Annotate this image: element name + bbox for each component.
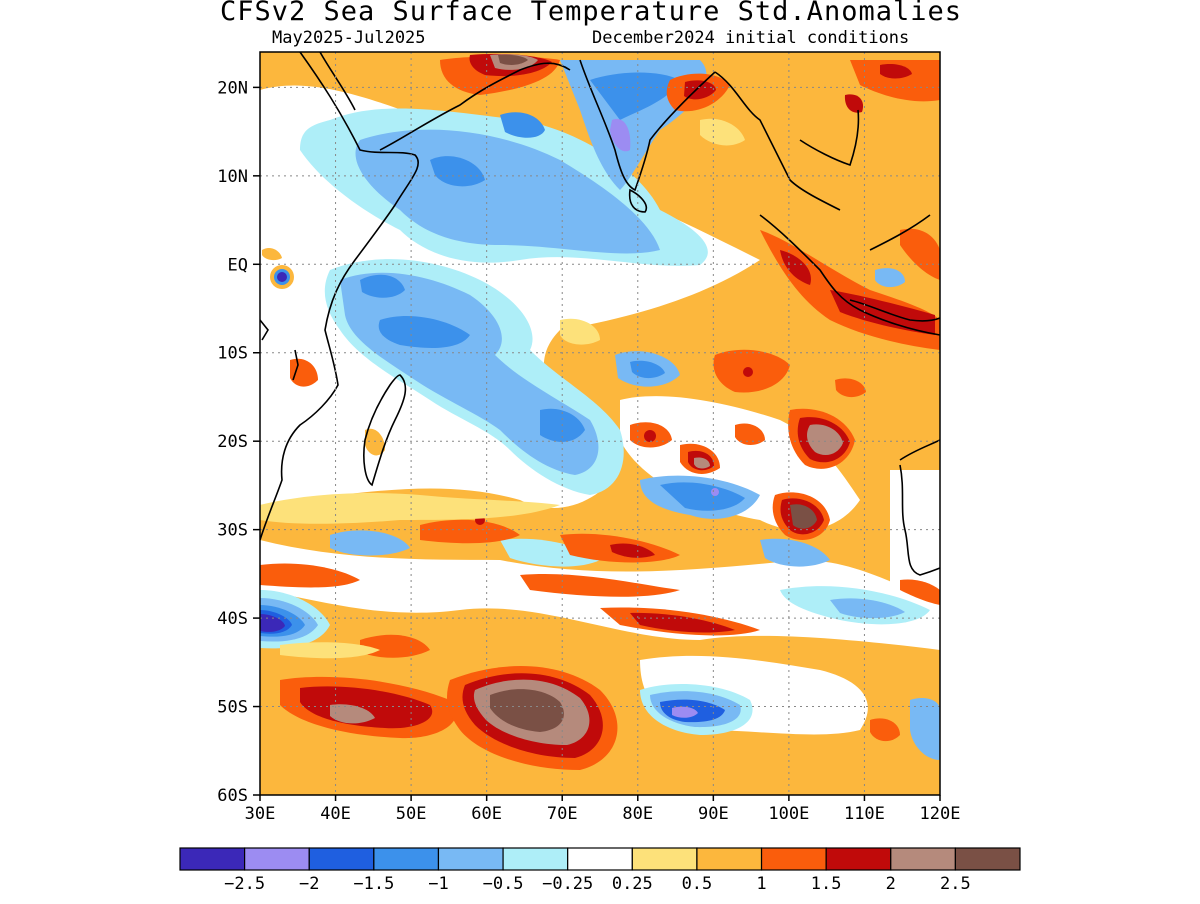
legend-swatch: [308, 847, 375, 871]
lon-tick-label: 70E: [547, 804, 578, 824]
lon-tick-label: 90E: [698, 804, 729, 824]
legend-label: −2.5: [224, 874, 265, 894]
legend-swatch: [179, 847, 246, 871]
legend-swatch: [696, 847, 763, 871]
forecast-period: May2025-Jul2025: [272, 28, 426, 48]
legend-label: −0.5: [483, 874, 524, 894]
map-grid: [260, 52, 940, 795]
legend-label: −0.25: [542, 874, 593, 894]
legend-swatch: [954, 847, 1021, 871]
lon-tick-label: 30E: [245, 804, 276, 824]
lon-tick-label: 50E: [396, 804, 427, 824]
legend-label: −1: [428, 874, 448, 894]
lat-tick-label: 40S: [217, 609, 248, 629]
sst-anomaly-field: [260, 52, 940, 795]
legend-swatch: [567, 847, 633, 871]
legend-swatch: [825, 847, 892, 871]
lat-tick-label: 10S: [217, 344, 248, 364]
lon-tick-label: 60E: [471, 804, 502, 824]
lat-tick-label: 20N: [217, 78, 248, 98]
lon-tick-label: 100E: [768, 804, 809, 824]
legend-label: 2: [886, 874, 896, 894]
coastlines: [260, 52, 940, 576]
lon-tick-label: 80E: [622, 804, 653, 824]
lat-tick-label: 20S: [217, 432, 248, 452]
legend-swatch: [437, 847, 504, 871]
longitude-axis: 30E 40E 50E 60E 70E 80E 90E 100E 110E 120E: [245, 795, 961, 824]
initial-conditions: December2024 initial conditions: [592, 28, 910, 48]
legend-label: 2.5: [940, 874, 971, 894]
legend-swatch: [502, 847, 569, 871]
latitude-axis: 20N 10N EQ 10S 20S 30S 40S 50S 60S: [217, 78, 260, 806]
legend-label: 0.25: [612, 874, 653, 894]
map-frame: [259, 51, 941, 796]
lon-tick-label: 110E: [844, 804, 885, 824]
color-legend: −2.5 −2 −1.5 −1 −0.5 −0.25 0.25 0.5 1 1.5 2 2.5: [179, 847, 1021, 894]
lat-tick-label: 50S: [217, 698, 248, 718]
legend-swatch: [244, 847, 310, 871]
legend-label: 1.5: [811, 874, 842, 894]
figure-title: CFSv2 Sea Surface Temperature Std.Anomal…: [220, 0, 962, 27]
lat-tick-label: EQ: [228, 255, 248, 275]
legend-label: −2: [299, 874, 319, 894]
legend-label: 1: [756, 874, 766, 894]
legend-label: −1.5: [353, 874, 394, 894]
legend-swatch: [890, 847, 956, 871]
lat-tick-label: 10N: [217, 167, 248, 187]
legend-swatch: [373, 847, 440, 871]
legend-label: 0.5: [682, 874, 713, 894]
legend-swatch: [760, 847, 827, 871]
lon-tick-label: 120E: [920, 804, 961, 824]
lat-tick-label: 60S: [217, 786, 248, 806]
legend-swatch: [631, 847, 698, 871]
lon-tick-label: 40E: [320, 804, 351, 824]
lat-tick-label: 30S: [217, 521, 248, 541]
